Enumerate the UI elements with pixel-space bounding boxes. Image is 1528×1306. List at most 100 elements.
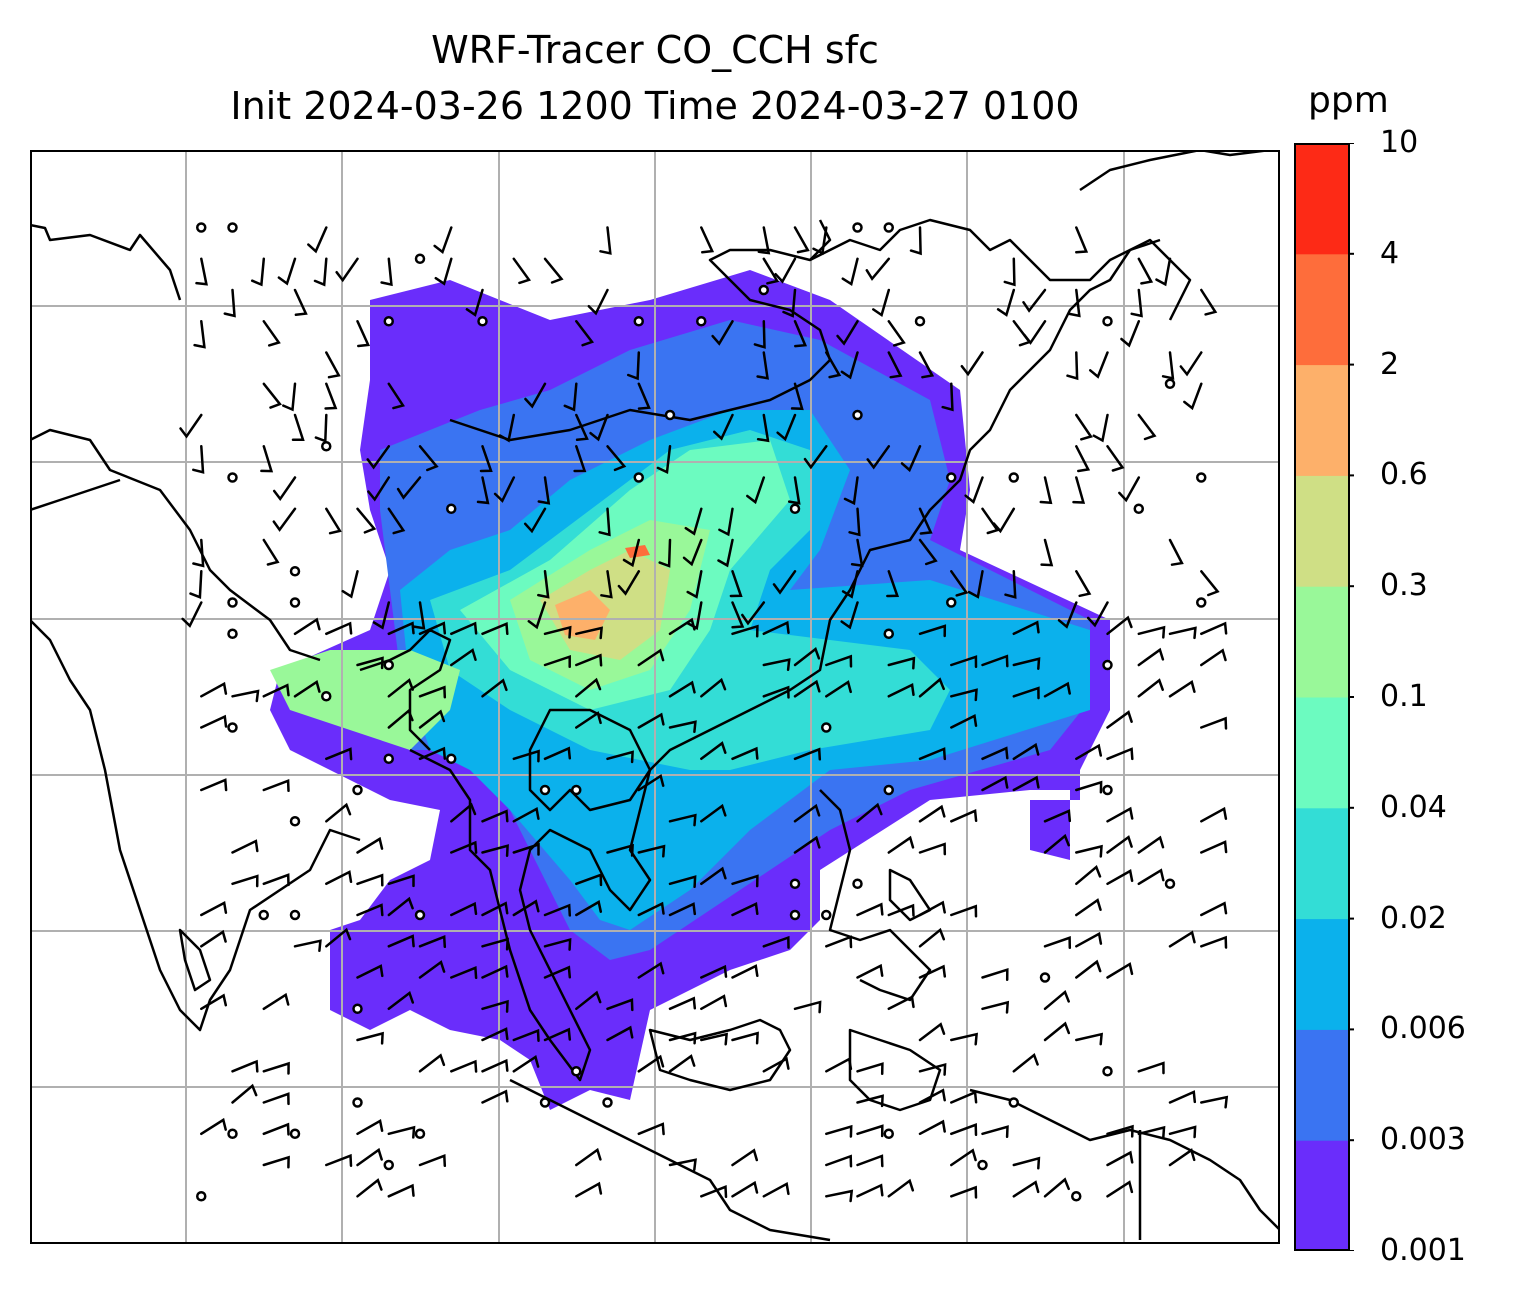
wind-barb xyxy=(856,1154,884,1168)
calm-wind-circle xyxy=(289,597,301,608)
wind-barb xyxy=(387,708,414,729)
wind-barb xyxy=(479,445,493,473)
wind-barb xyxy=(1012,742,1040,761)
wind-barb xyxy=(1075,865,1102,886)
wind-barb xyxy=(356,656,384,670)
wind-barb xyxy=(1075,1032,1104,1046)
wind-barb xyxy=(1137,647,1165,667)
wind-barb xyxy=(293,680,321,698)
wind-barb xyxy=(250,257,266,287)
wind-barb xyxy=(450,648,477,667)
calm-wind-circle xyxy=(383,316,394,327)
wind-barb xyxy=(686,570,703,599)
colorbar-tick-label: 0.001 xyxy=(1380,1233,1466,1268)
wind-barb xyxy=(450,901,478,917)
wind-barb xyxy=(1012,620,1040,636)
wind-barb xyxy=(262,1122,290,1136)
calm-wind-circle xyxy=(821,722,832,733)
calm-wind-circle xyxy=(883,784,894,796)
wind-barb xyxy=(527,601,547,630)
wind-barb xyxy=(481,1089,509,1104)
wind-barb xyxy=(512,842,540,856)
wind-barb xyxy=(1023,320,1047,345)
calm-wind-circle xyxy=(414,1128,426,1139)
wind-barb xyxy=(686,601,703,631)
wind-barb xyxy=(543,937,572,951)
wind-barb xyxy=(587,288,609,316)
wind-barb xyxy=(1106,710,1133,729)
wind-barb xyxy=(1043,681,1071,698)
wind-barb xyxy=(1200,621,1228,636)
calm-wind-circle xyxy=(227,722,238,733)
wind-barb xyxy=(335,257,359,283)
wind-barb xyxy=(700,677,727,698)
wind-barb xyxy=(1106,835,1133,854)
wind-barb xyxy=(950,1123,978,1137)
calm-wind-circle xyxy=(977,1159,988,1171)
wind-barb xyxy=(981,967,1009,981)
wind-barb xyxy=(717,538,734,568)
wind-barb xyxy=(941,382,954,412)
wind-barb xyxy=(793,320,808,348)
wind-barb xyxy=(950,904,978,918)
wind-barb xyxy=(731,902,759,917)
wind-barb xyxy=(231,1083,258,1104)
wind-barb xyxy=(711,320,734,346)
wind-barb xyxy=(668,720,697,734)
colorbar-segment xyxy=(1294,807,1350,920)
wind-barb xyxy=(776,413,797,442)
map-frame xyxy=(30,150,1280,1244)
wind-barb xyxy=(762,685,790,699)
calm-wind-circle xyxy=(1102,1066,1113,1077)
wind-barb xyxy=(356,1031,384,1045)
wind-barb xyxy=(617,570,641,596)
wind-barb xyxy=(918,1119,946,1136)
wind-barb xyxy=(825,1124,853,1138)
wind-barb xyxy=(418,445,439,472)
wind-barb xyxy=(731,1180,759,1198)
wind-barb xyxy=(367,476,391,502)
wind-barb xyxy=(481,809,509,823)
wind-barb xyxy=(387,934,415,948)
wind-barb xyxy=(1012,1180,1040,1198)
wind-barb xyxy=(192,538,205,568)
wind-barb xyxy=(1168,538,1184,566)
wind-barb xyxy=(1106,615,1133,636)
wind-barb xyxy=(967,570,984,599)
wind-barb xyxy=(1106,1180,1134,1198)
wind-barb xyxy=(793,747,822,761)
wind-barb xyxy=(700,964,728,979)
wind-barb xyxy=(512,899,540,917)
calm-wind-circle xyxy=(852,878,863,889)
wind-barb xyxy=(1200,935,1228,949)
wind-barb xyxy=(1039,476,1053,505)
wind-barb xyxy=(1137,868,1165,886)
colorbar xyxy=(1294,143,1354,1251)
wind-barb xyxy=(325,927,352,948)
wind-barb xyxy=(856,902,884,917)
wind-barb xyxy=(262,382,282,409)
calm-wind-circle xyxy=(852,409,863,421)
wind-barb xyxy=(637,1122,665,1136)
wind-barb xyxy=(293,939,322,952)
wind-barb xyxy=(700,803,727,823)
wind-barb xyxy=(481,937,509,951)
wind-barb xyxy=(848,507,861,537)
wind-barb xyxy=(589,413,609,442)
wind-barb xyxy=(1200,901,1228,917)
wind-barb xyxy=(200,900,228,917)
wind-barb xyxy=(1106,806,1134,823)
calm-wind-circle xyxy=(883,628,894,639)
wind-barb xyxy=(668,1054,696,1073)
wind-barb xyxy=(887,656,916,670)
wind-barb xyxy=(918,842,947,856)
wind-barb xyxy=(524,382,547,409)
wind-barb xyxy=(637,774,665,792)
wind-barb xyxy=(950,1148,977,1167)
wind-barb xyxy=(356,1118,384,1136)
wind-barb xyxy=(575,711,602,729)
wind-barb xyxy=(700,1185,728,1199)
wind-barb xyxy=(1106,962,1134,979)
wind-barb xyxy=(493,476,516,503)
wind-barb xyxy=(887,1178,915,1198)
